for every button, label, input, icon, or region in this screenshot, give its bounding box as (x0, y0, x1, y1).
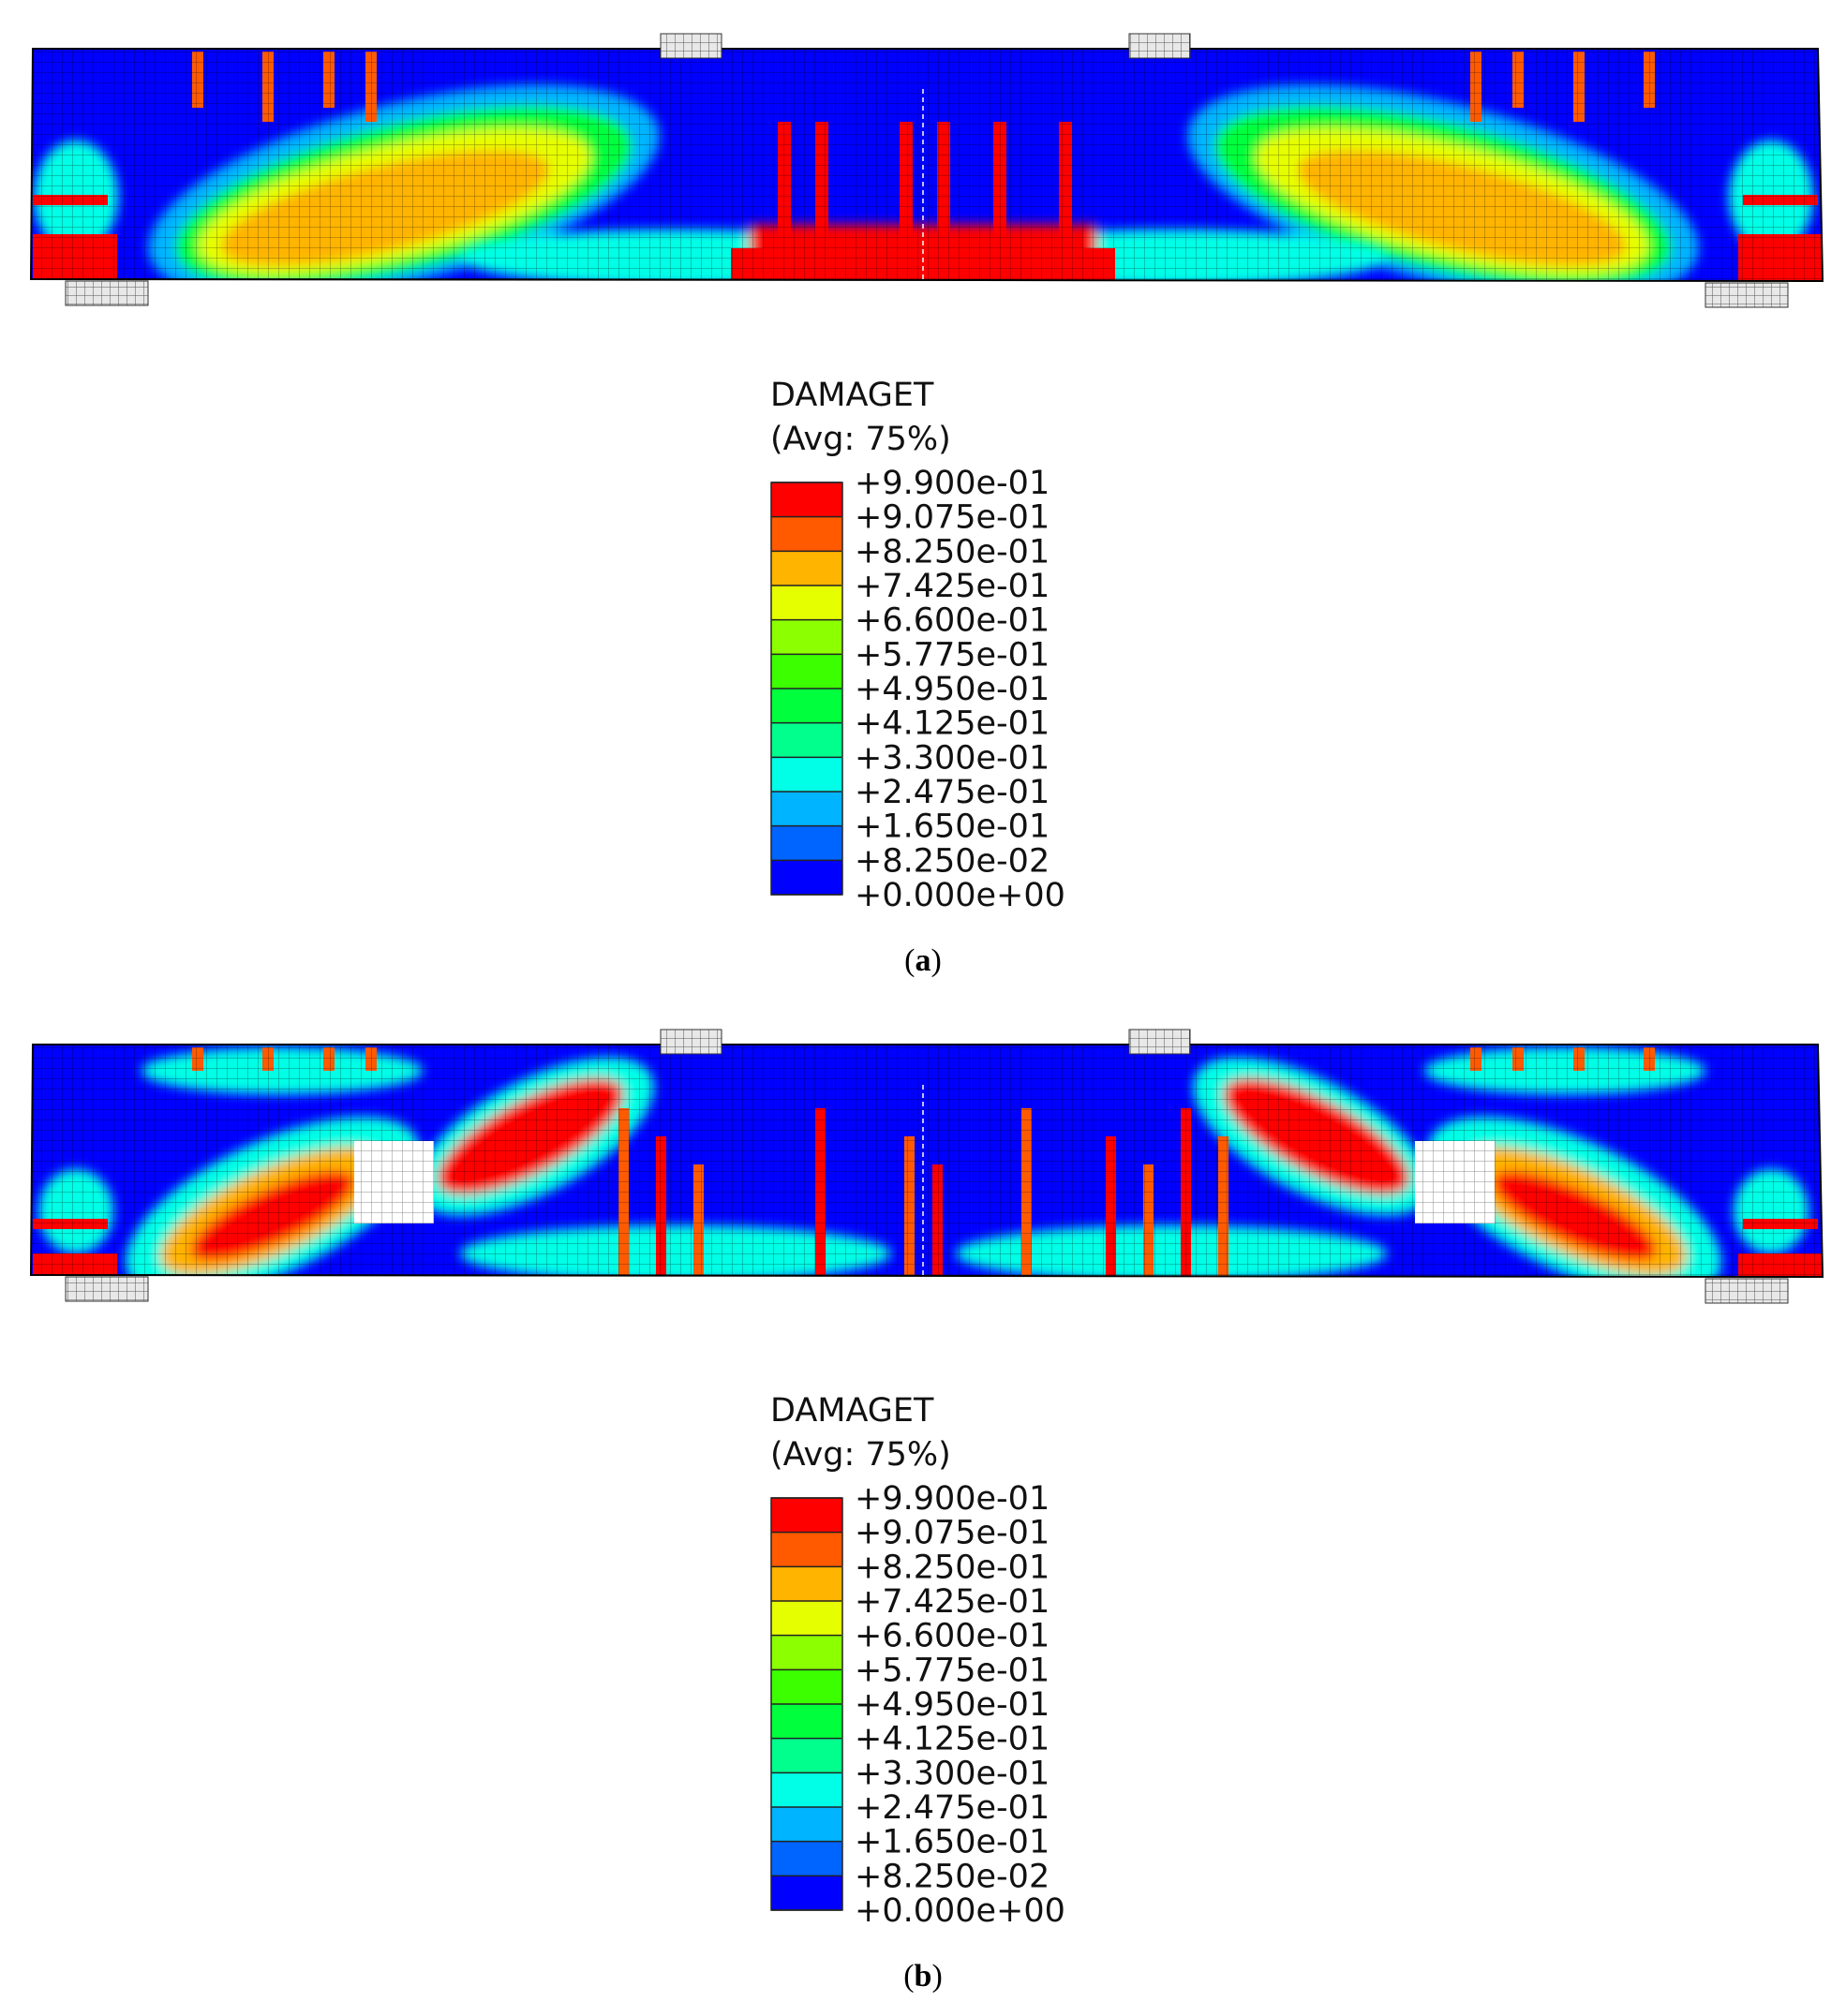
caption: (b) (903, 1959, 943, 1994)
legend-subtitle: (Avg: 75%) (770, 1436, 951, 1474)
legend-label: +4.950e-01 (855, 1686, 1050, 1724)
legend-label: +8.250e-02 (855, 1858, 1050, 1895)
legend-band (771, 1635, 842, 1670)
legend-label: +9.900e-01 (855, 465, 1050, 502)
legend-band (771, 792, 842, 827)
legend-band (771, 757, 842, 793)
legend-label: +3.300e-01 (855, 1755, 1050, 1792)
legend-label: +9.075e-01 (855, 1515, 1050, 1552)
legend-label: +4.125e-01 (855, 705, 1050, 743)
legend-label: +8.250e-02 (855, 842, 1050, 880)
legend-label: +4.125e-01 (855, 1721, 1050, 1758)
legend-band (771, 482, 842, 518)
legend-label: +9.075e-01 (855, 499, 1050, 537)
legend-band (771, 1601, 842, 1637)
support-plate (1705, 1278, 1789, 1304)
legend-label: +9.900e-01 (855, 1480, 1050, 1518)
legend-label: +3.300e-01 (855, 739, 1050, 777)
caption: (a) (904, 943, 942, 978)
caption-label: a (916, 943, 931, 978)
legend-label: +8.250e-01 (855, 1549, 1050, 1586)
legend-band (771, 1738, 842, 1773)
support-plate (65, 280, 149, 306)
legend-label: +0.000e+00 (855, 877, 1065, 914)
legend-label: +7.425e-01 (855, 568, 1050, 605)
legend-band (771, 586, 842, 621)
legend-label: +5.775e-01 (855, 636, 1050, 674)
legend-band (771, 1772, 842, 1808)
mesh (31, 49, 1823, 281)
legend-label: +6.600e-01 (855, 1618, 1050, 1655)
legend-label: +2.475e-01 (855, 774, 1050, 811)
caption-label: b (915, 1959, 932, 1994)
caption-close: ) (931, 943, 942, 978)
support-plate (1705, 282, 1789, 308)
legend-label: +0.000e+00 (855, 1892, 1065, 1930)
legend-title: DAMAGET (770, 377, 934, 414)
legend-label: +1.650e-01 (855, 1824, 1050, 1861)
legend-label: +1.650e-01 (855, 808, 1050, 846)
legend-band (771, 1807, 842, 1843)
caption-open: ( (904, 943, 915, 978)
legend-band (771, 722, 842, 758)
legend-band (771, 860, 842, 896)
legend-band (771, 619, 842, 655)
mesh (31, 1045, 1823, 1277)
legend-band (771, 689, 842, 724)
legend-band (771, 1875, 842, 1911)
load-plate (660, 1029, 722, 1055)
legend-label: +5.775e-01 (855, 1652, 1050, 1689)
load-plate (1128, 1029, 1191, 1055)
load-plate (1128, 33, 1191, 59)
legend-band (771, 1566, 842, 1602)
legend-band (771, 551, 842, 586)
legend-band (771, 1704, 842, 1740)
legend-band (771, 1532, 842, 1567)
beam-contour (29, 33, 1824, 308)
legend-band (771, 1498, 842, 1534)
load-plate (660, 33, 722, 59)
legend: DAMAGET(Avg: 75%)+9.900e-01+9.075e-01+8.… (770, 377, 1065, 914)
legend-band (771, 1669, 842, 1705)
legend-label: +8.250e-01 (855, 533, 1050, 571)
legend-band (771, 654, 842, 689)
beam-outline (29, 1044, 1824, 1279)
support-plate (65, 1276, 149, 1302)
legend-label: +6.600e-01 (855, 602, 1050, 640)
beam-outline (29, 48, 1824, 283)
beam-contour (29, 1029, 1824, 1304)
legend-subtitle: (Avg: 75%) (770, 421, 951, 458)
legend: DAMAGET(Avg: 75%)+9.900e-01+9.075e-01+8.… (770, 1392, 1065, 1930)
legend-title: DAMAGET (770, 1392, 934, 1430)
legend-label: +2.475e-01 (855, 1789, 1050, 1827)
caption-close: ) (931, 1959, 942, 1994)
legend-label: +4.950e-01 (855, 671, 1050, 708)
legend-band (771, 1841, 842, 1876)
legend-band (771, 825, 842, 861)
legend-band (771, 516, 842, 552)
legend-label: +7.425e-01 (855, 1583, 1050, 1621)
caption-open: ( (903, 1959, 914, 1994)
